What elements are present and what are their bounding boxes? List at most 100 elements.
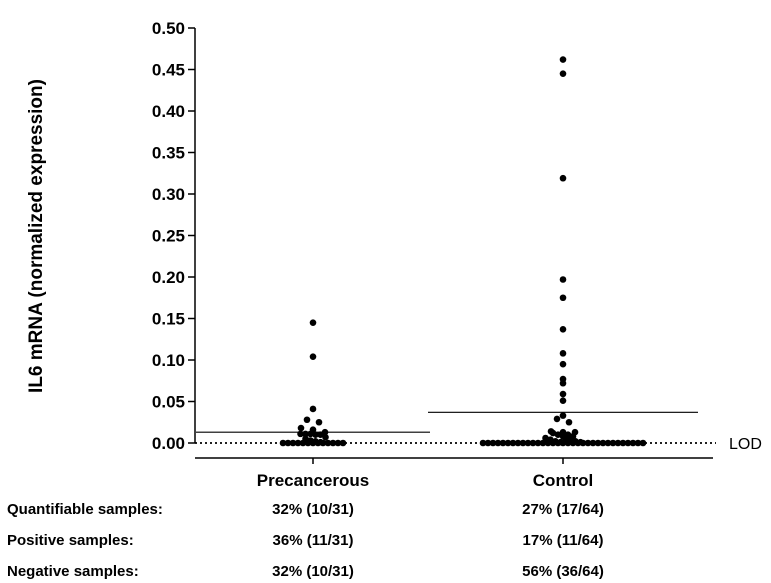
data-point <box>319 439 327 447</box>
data-point <box>309 319 317 326</box>
data-point <box>479 439 487 447</box>
data-point <box>559 276 567 283</box>
data-point <box>589 439 597 447</box>
data-point <box>562 434 569 442</box>
data-point <box>559 379 567 387</box>
data-point <box>559 56 567 63</box>
data-point <box>609 439 617 447</box>
data-point <box>289 439 297 447</box>
data-point <box>564 439 572 447</box>
data-point <box>624 439 632 447</box>
table-cell: 32% (10/31) <box>272 501 354 518</box>
data-point <box>594 439 602 447</box>
data-point <box>519 439 527 447</box>
data-point <box>302 430 309 438</box>
table-cell: 17% (11/64) <box>523 532 604 549</box>
data-point <box>559 70 567 77</box>
data-points <box>279 56 647 447</box>
y-tick-label: 0.35 <box>152 144 185 163</box>
data-point <box>297 424 305 432</box>
data-point <box>559 325 567 333</box>
table-cell: 56% (36/64) <box>522 563 604 580</box>
y-tick-label: 0.45 <box>152 61 185 80</box>
x-tick-label: Precancerous <box>257 471 369 490</box>
y-axis-label: IL6 mRNA (normalized expression) <box>26 79 47 393</box>
data-point <box>309 405 317 413</box>
data-point <box>559 294 567 302</box>
data-point <box>309 353 317 360</box>
data-point <box>317 431 324 439</box>
data-point <box>574 439 582 447</box>
table-row-label: Negative samples: <box>7 563 139 580</box>
lod-reference: LOD <box>195 436 762 453</box>
data-point <box>579 439 587 447</box>
data-point <box>304 439 312 447</box>
data-point <box>549 439 557 447</box>
table-row-label: Quantifiable samples: <box>7 501 163 518</box>
data-point <box>549 429 557 437</box>
data-point <box>279 439 287 447</box>
data-point <box>294 439 302 447</box>
y-tick-label: 0.05 <box>152 393 185 412</box>
y-tick-label: 0.40 <box>152 102 185 121</box>
data-point <box>614 439 622 447</box>
summary-table: Quantifiable samples: 32% (10/31) 27% (17/… <box>7 501 604 580</box>
y-tick-label: 0.00 <box>152 434 185 453</box>
data-point <box>529 439 537 447</box>
x-axis: Precancerous Control <box>195 457 713 490</box>
data-point <box>639 439 647 447</box>
data-point <box>514 439 522 447</box>
data-point <box>504 439 512 447</box>
data-point <box>565 418 573 426</box>
data-point <box>309 439 317 447</box>
data-point <box>509 439 517 447</box>
y-tick-label: 0.20 <box>152 268 185 287</box>
data-point <box>334 439 342 447</box>
data-point <box>303 416 311 424</box>
data-point <box>629 439 637 447</box>
data-point <box>324 439 332 447</box>
data-point <box>569 439 577 447</box>
data-point <box>604 439 612 447</box>
data-point <box>584 439 592 447</box>
y-tick-label: 0.50 <box>152 19 185 38</box>
data-point <box>524 439 532 447</box>
data-point <box>314 439 322 447</box>
data-point <box>489 439 497 447</box>
table-cell: 36% (11/31) <box>273 532 354 549</box>
data-point <box>634 439 642 447</box>
data-point <box>619 439 627 447</box>
data-point <box>297 430 304 438</box>
data-point <box>559 439 567 447</box>
data-point <box>599 439 607 447</box>
mean-lines <box>196 411 698 433</box>
data-point <box>542 434 549 442</box>
data-point <box>499 439 507 447</box>
data-point <box>559 360 567 368</box>
data-point <box>307 430 314 438</box>
data-point <box>284 439 292 447</box>
data-point <box>553 415 561 423</box>
data-point <box>559 390 567 398</box>
data-point <box>494 439 502 447</box>
x-tick-label: Control <box>533 471 593 490</box>
data-point <box>339 439 347 447</box>
y-axis: 0.00 0.05 0.10 0.15 0.20 0.25 0.30 0.35 0.40 0.45… <box>152 19 196 453</box>
y-tick-label: 0.10 <box>152 351 185 370</box>
data-point <box>554 431 562 439</box>
y-tick-label: 0.30 <box>152 185 185 204</box>
data-point <box>539 439 547 447</box>
data-point <box>559 397 567 404</box>
table-row-label: Positive samples: <box>7 532 134 549</box>
data-point <box>559 412 567 419</box>
data-point <box>534 439 542 447</box>
data-point <box>554 439 562 447</box>
data-point <box>312 431 319 439</box>
data-point <box>299 439 307 447</box>
data-point <box>329 439 337 447</box>
data-point <box>559 174 567 182</box>
y-tick-label: 0.25 <box>152 227 185 246</box>
lod-label: LOD <box>729 436 762 453</box>
data-point <box>559 350 567 357</box>
data-point <box>322 433 329 441</box>
